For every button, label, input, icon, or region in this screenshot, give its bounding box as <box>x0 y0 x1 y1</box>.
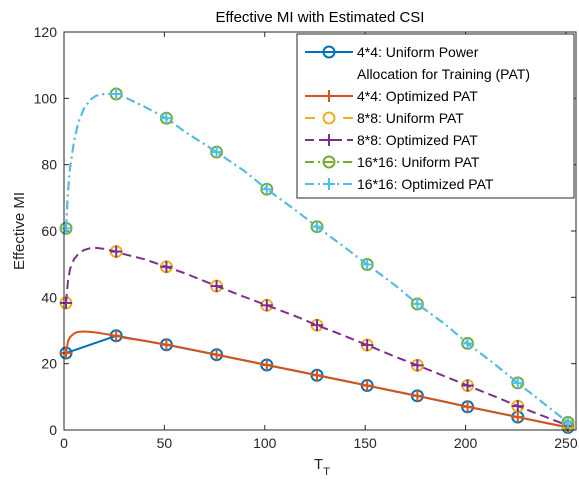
marker-plus <box>110 88 123 101</box>
marker-plus <box>60 347 73 360</box>
marker-plus <box>323 90 335 102</box>
marker-plus <box>323 134 335 146</box>
legend-label: 8*8: Uniform PAT <box>357 110 464 126</box>
x-axis-label-subscript: T <box>323 466 330 478</box>
marker-plus <box>561 416 574 429</box>
marker-plus <box>511 411 524 424</box>
marker-plus <box>411 297 424 310</box>
x-tick-label: 250 <box>554 435 578 451</box>
legend-label: 16*16: Optimized PAT <box>357 176 494 192</box>
marker-plus <box>160 260 173 273</box>
marker-plus <box>411 359 424 372</box>
legend-box <box>296 33 575 199</box>
marker-circle <box>322 111 336 125</box>
marker-plus <box>210 348 223 361</box>
series-1 <box>60 329 574 434</box>
y-tick-label: 100 <box>34 90 58 106</box>
x-tick-label: 50 <box>157 435 173 451</box>
legend-item: 8*8: Uniform PAT <box>305 110 464 126</box>
legend-label: 8*8: Optimized PAT <box>357 132 478 148</box>
marker-plus <box>361 379 374 392</box>
marker-circle <box>322 45 336 59</box>
marker-circle <box>322 155 336 169</box>
marker-plus <box>160 112 173 125</box>
legend-item: 16*16: Uniform PAT <box>305 154 480 170</box>
marker-plus <box>210 280 223 293</box>
marker-plus <box>110 329 123 342</box>
legend-item: 16*16: Optimized PAT <box>305 176 494 192</box>
marker-plus <box>323 178 335 190</box>
y-axis-label: Effective MI <box>11 192 28 270</box>
legend: 4*4: Uniform Power Allocation for Trainin… <box>296 33 575 199</box>
chart-title: Effective MI with Estimated CSI <box>216 9 425 26</box>
marker-plus <box>461 337 474 350</box>
x-axis-label-main: T <box>314 456 323 473</box>
legend-item: 4*4: Optimized PAT <box>305 88 478 104</box>
marker-plus <box>511 400 524 413</box>
legend-label: 4*4: Optimized PAT <box>357 88 478 104</box>
legend-label: 16*16: Uniform PAT <box>357 154 480 170</box>
y-tick-label: 20 <box>41 356 57 372</box>
marker-plus <box>461 400 474 413</box>
x-axis-label: TT <box>314 456 330 478</box>
y-axis-ticks: 0 20 40 60 80 100 120 <box>34 24 576 438</box>
x-tick-label: 0 <box>60 435 68 451</box>
marker-plus <box>361 258 374 271</box>
marker-plus <box>260 299 273 312</box>
marker-plus <box>461 379 474 392</box>
marker-plus <box>60 222 73 235</box>
marker-plus <box>511 376 524 389</box>
marker-plus <box>210 146 223 159</box>
marker-plus <box>260 183 273 196</box>
x-tick-label: 150 <box>353 435 377 451</box>
series-line <box>65 93 569 424</box>
marker-plus <box>310 319 323 332</box>
marker-plus <box>260 358 273 371</box>
y-tick-label: 40 <box>41 289 57 305</box>
legend-label: Allocation for Training (PAT) <box>357 66 530 82</box>
marker-plus <box>310 369 323 382</box>
legend-item: 4*4: Uniform Power Allocation for Trainin… <box>305 44 530 82</box>
plot-frame <box>63 31 577 431</box>
marker-plus <box>160 338 173 351</box>
legend-label: 4*4: Uniform Power <box>357 44 479 60</box>
x-tick-label: 200 <box>454 435 478 451</box>
y-tick-label: 60 <box>41 223 57 239</box>
series-5 <box>60 88 574 429</box>
x-tick-label: 100 <box>253 435 277 451</box>
legend-item: 8*8: Optimized PAT <box>305 132 478 148</box>
marker-plus <box>60 296 73 309</box>
y-tick-label: 0 <box>49 422 57 438</box>
marker-plus <box>110 245 123 258</box>
series-layer <box>59 87 575 434</box>
marker-plus <box>310 220 323 233</box>
y-tick-label: 80 <box>41 157 57 173</box>
marker-plus <box>361 339 374 352</box>
y-tick-label: 120 <box>34 24 58 40</box>
marker-plus <box>411 389 424 402</box>
